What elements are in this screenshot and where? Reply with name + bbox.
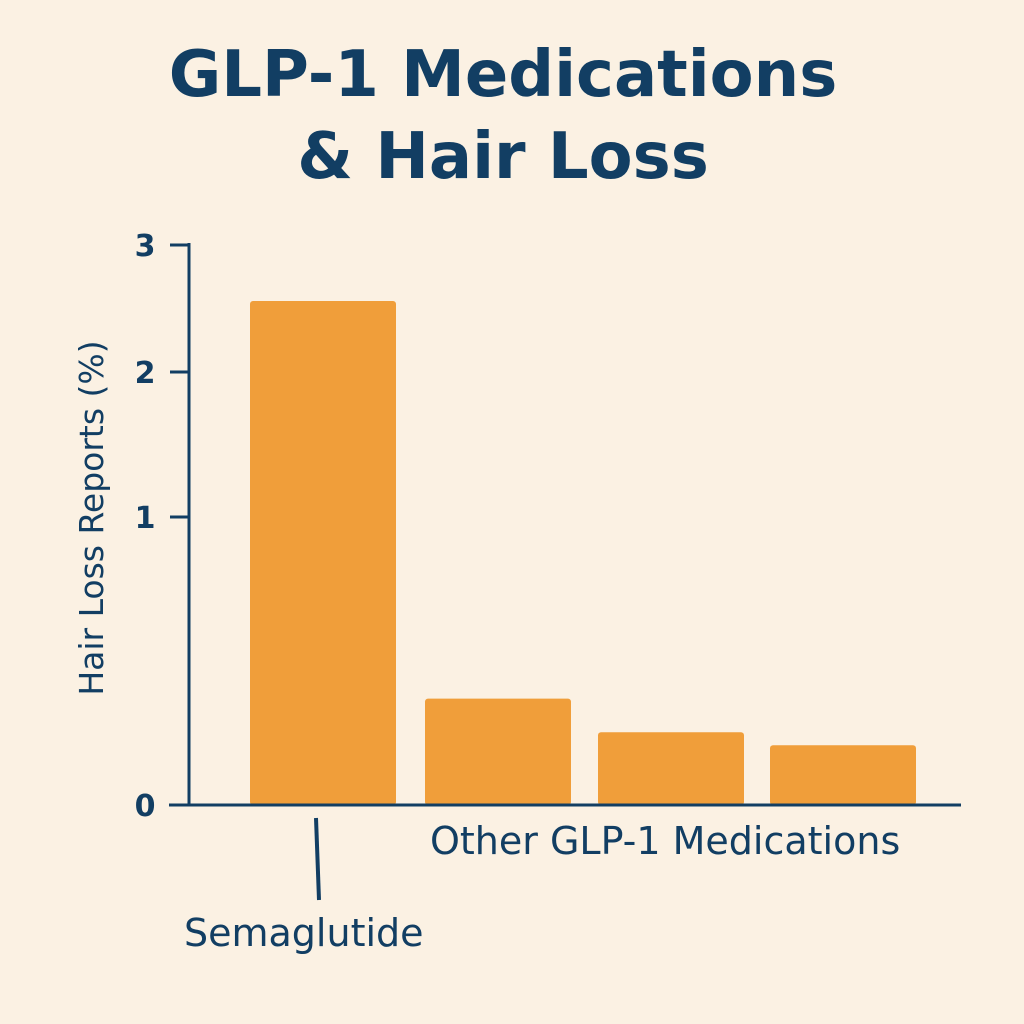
chart-title-line-1: GLP-1 Medications xyxy=(169,38,838,112)
semaglutide-pointer-line xyxy=(314,817,321,901)
y-tick-label-2: 2 xyxy=(135,356,156,391)
bar-3 xyxy=(598,732,744,805)
chart-title-line-2: & Hair Loss xyxy=(297,120,709,194)
y-ticks-group: 0 1 2 3 xyxy=(135,229,189,824)
bar-2 xyxy=(425,698,571,805)
y-tick-label-0: 0 xyxy=(135,789,156,824)
semaglutide-label: Semaglutide xyxy=(184,911,424,955)
y-tick-label-1: 1 xyxy=(135,501,156,536)
bar-4 xyxy=(770,745,916,805)
bars-group xyxy=(250,301,916,805)
y-tick-label-3: 3 xyxy=(135,229,156,264)
bar-1 xyxy=(250,301,396,805)
other-medications-label: Other GLP-1 Medications xyxy=(430,819,900,863)
y-axis-label: Hair Loss Reports (%) xyxy=(72,340,111,695)
